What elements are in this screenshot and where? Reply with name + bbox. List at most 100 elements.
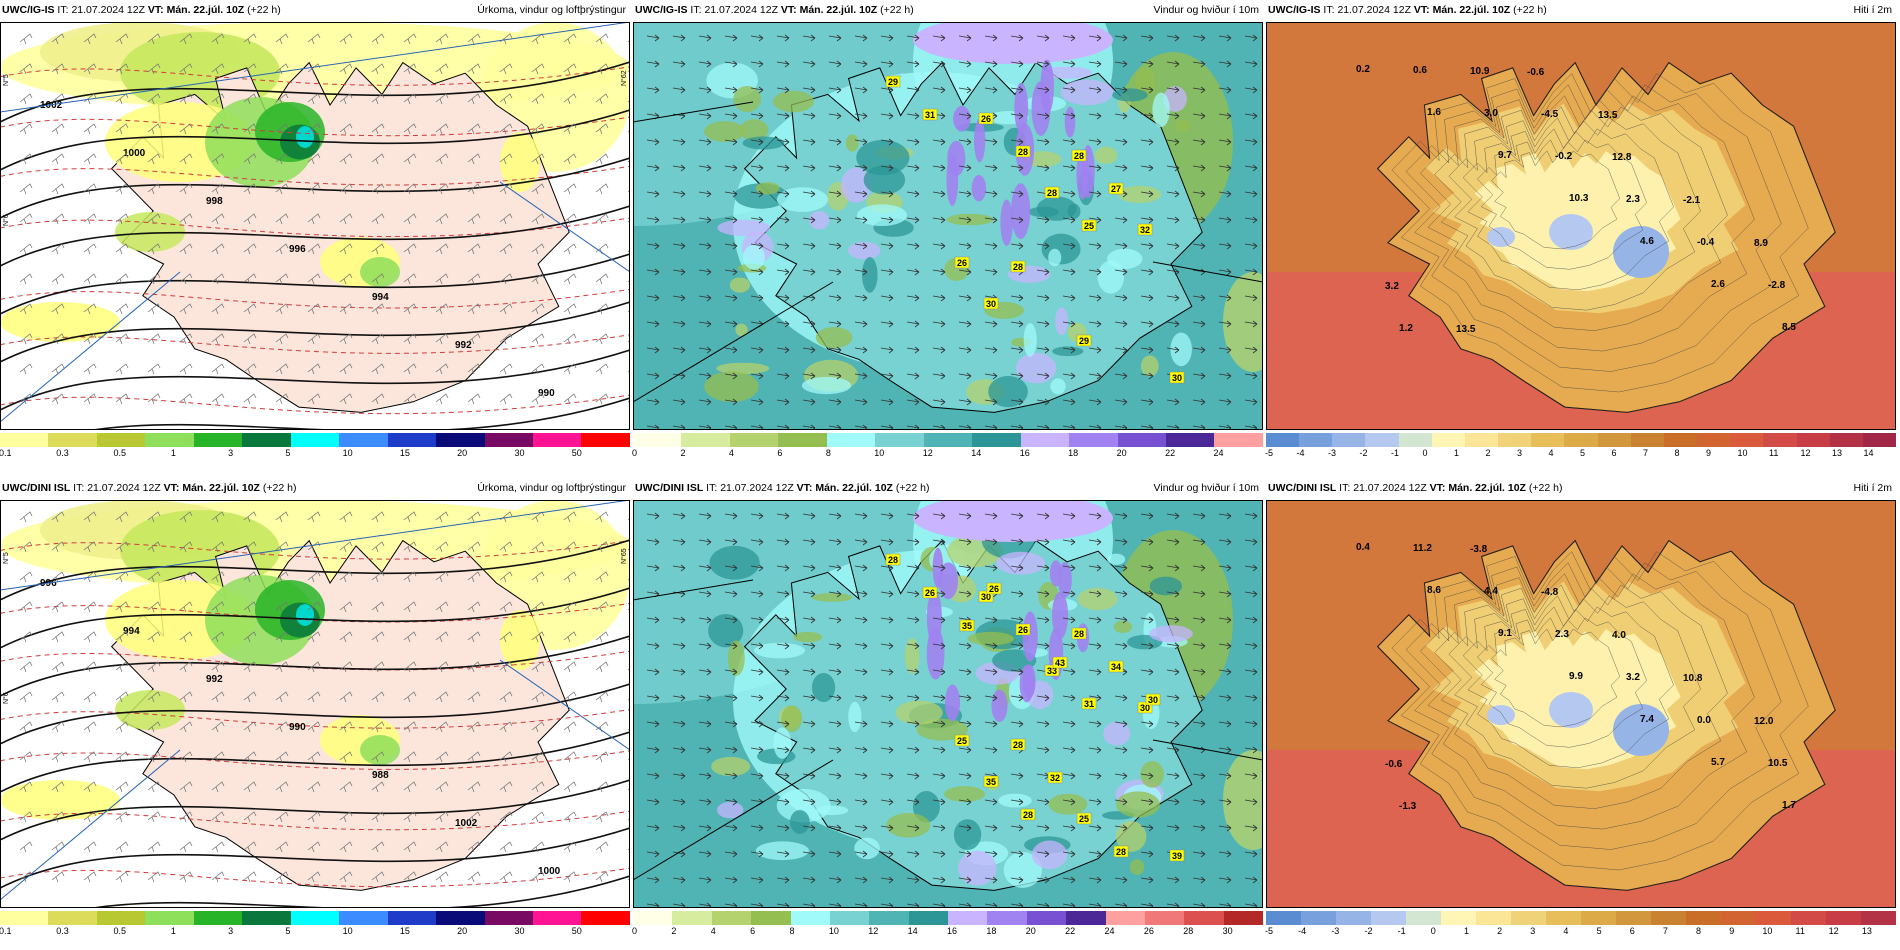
temp-label: 13.5	[1598, 110, 1618, 121]
gust-label: 30	[983, 297, 999, 310]
vt-label: VT:	[1413, 4, 1430, 16]
colorbar-swatch	[1686, 911, 1721, 925]
svg-text:30: 30	[986, 299, 996, 309]
colorbar-tick-label: 6	[1629, 926, 1635, 936]
colorbar-tick-label: 14	[1863, 448, 1874, 458]
colorbar	[1266, 433, 1896, 447]
colorbar-swatch	[681, 433, 730, 447]
svg-text:30: 30	[981, 592, 991, 602]
colorbar-swatch	[1616, 911, 1651, 925]
colorbar-tick-label: 3	[228, 926, 234, 936]
colorbar-swatch	[1266, 911, 1301, 925]
temp-label: 1.2	[1399, 323, 1413, 334]
isobar-label: 998	[206, 196, 223, 207]
map-canvas: 28 30 28 33 30 28 35 25 39 26 26 34 31 25 32 28 28 26 35 43…	[633, 500, 1263, 908]
map-area: 99699499299098810021000998N°5N°6N°65	[0, 500, 630, 908]
colorbar-swatch	[826, 433, 876, 447]
init-time: 21.07.2024 12Z	[1353, 482, 1427, 494]
gust-label: 30	[1137, 701, 1153, 714]
temp-label: 2.6	[1711, 279, 1725, 290]
svg-text:31: 31	[925, 110, 935, 120]
colorbar-swatch	[1020, 433, 1070, 447]
svg-text:29: 29	[1079, 336, 1089, 346]
temp-label: 10.8	[1683, 673, 1703, 684]
colorbar-tick-label: 8	[789, 926, 795, 936]
colorbar-swatch	[869, 911, 909, 925]
colorbar-tick-label: 50	[571, 926, 582, 936]
forecast-panel-precip: UWC/IG-IS IT: 21.07.2024 12Z VT: Mán. 22…	[0, 0, 630, 470]
temp-label: -0.4	[1697, 237, 1715, 248]
svg-text:29: 29	[888, 77, 898, 87]
colorbar-ticks: -5 -4 -3 -2 -1 0 1 2 3 4 5 6 7 8 9 10 11 12 13	[1265, 926, 1896, 938]
vt-label: VT:	[147, 4, 164, 16]
colorbar-tick-label: 5	[1580, 448, 1586, 458]
isobar-label: 1000	[538, 866, 561, 877]
colorbar-swatch	[339, 911, 388, 925]
temp-label: 8.5	[1782, 322, 1796, 333]
isobar	[0, 539, 630, 601]
it-label: IT:	[57, 4, 69, 16]
colorbar-swatch	[829, 911, 870, 925]
colorbar-tick-label: 0.1	[0, 448, 12, 458]
colorbar-swatch	[1184, 911, 1224, 925]
colorbar-swatch	[972, 433, 1021, 447]
colorbar-swatch	[987, 911, 1027, 925]
svg-text:28: 28	[1013, 262, 1023, 272]
map-area: 28 30 28 33 30 28 35 25 39 26 26 34 31 25 32 28 28 26 35 43…	[633, 500, 1263, 908]
lead-time: (+22 h)	[262, 482, 297, 494]
temp-label: 0.6	[1413, 65, 1427, 76]
colorbar-swatch	[1581, 911, 1616, 925]
colorbar	[633, 911, 1263, 925]
colorbar-tick-label: 20	[1025, 926, 1036, 936]
isobar	[0, 683, 630, 745]
colorbar-tick-label: 1	[170, 448, 176, 458]
model-name: UWC/DINI ISL	[635, 482, 704, 494]
isobar	[0, 827, 630, 889]
colorbar-ticks: 0 2 4 6 8 10 12 14 16 18 20 22 24 26 28 30	[632, 926, 1263, 938]
colorbar-tick-label: 20	[457, 448, 468, 458]
colorbar-tick-label: 11	[1769, 448, 1779, 458]
valid-time: Mán. 22.júl. 10Z	[182, 482, 260, 494]
temp-label: 9.1	[1498, 628, 1512, 639]
colorbar-tick-label: -3	[1331, 926, 1340, 936]
svg-text:28: 28	[1023, 810, 1033, 820]
colorbar-tick-label: 12	[1828, 926, 1839, 936]
colorbar-tick-label: -1	[1397, 926, 1406, 936]
svg-text:33: 33	[1047, 666, 1057, 676]
svg-text:26: 26	[957, 258, 967, 268]
valid-time: Mán. 22.júl. 10Z	[815, 482, 893, 494]
vt-label: VT:	[163, 482, 180, 494]
colorbar	[0, 433, 630, 447]
colorbar-tick-label: 6	[750, 926, 756, 936]
colorbar-tick-label: 22	[1165, 448, 1176, 458]
gust-label: 35	[959, 619, 975, 632]
colorbar-swatch	[711, 911, 752, 925]
gust-label: 32	[1047, 771, 1063, 784]
colorbar-tick-label: 24	[1104, 926, 1115, 936]
colorbar-swatch	[751, 911, 791, 925]
colorbar-tick-label: 0.5	[113, 926, 127, 936]
isobar-label: 992	[455, 340, 472, 351]
svg-text:31: 31	[1084, 699, 1094, 709]
colorbar-swatch	[484, 911, 533, 925]
isobar	[88, 875, 630, 908]
map-area: 0.2 1.6 9.7 10.3 4.6 2.6 8.5 0.6 3.0 -0.2 2.3 -0.4 -…	[1266, 22, 1896, 430]
temp-label: -1.3	[1399, 801, 1417, 812]
colorbar-tick-label: 16	[1019, 448, 1030, 458]
it-label: IT:	[690, 4, 702, 16]
temp-label: 8.6	[1427, 585, 1441, 596]
colorbar-swatch	[96, 911, 146, 925]
svg-text:28: 28	[1116, 847, 1126, 857]
temp-label: -4.5	[1541, 109, 1559, 120]
svg-text:39: 39	[1172, 851, 1182, 861]
colorbar-tick-label: 20	[457, 926, 468, 936]
isobar-label: 994	[123, 626, 140, 637]
colorbar-tick-label: 1	[1454, 448, 1460, 458]
vt-label: VT:	[1429, 482, 1446, 494]
valid-time: Mán. 22.júl. 10Z	[799, 4, 878, 16]
grid-label: N°6	[2, 214, 10, 226]
temp-label: 2.3	[1555, 629, 1569, 640]
colorbar-swatch	[1791, 911, 1826, 925]
temp-label: 10.3	[1569, 193, 1589, 204]
isobar-label: 1002	[455, 818, 478, 829]
